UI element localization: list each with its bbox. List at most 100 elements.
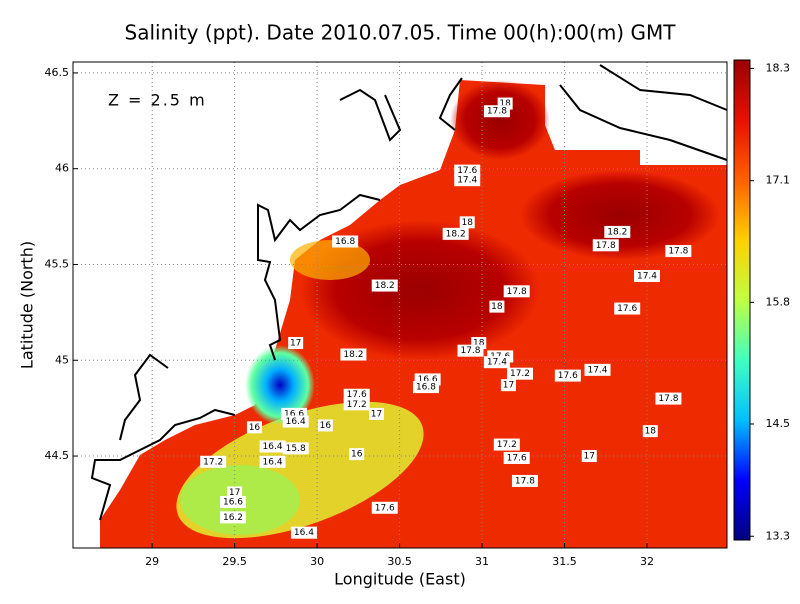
contour-label-box — [483, 105, 510, 118]
contour-label-box — [371, 501, 398, 514]
contour-label: 17.2 — [347, 400, 367, 410]
contour-label: 16.6 — [418, 375, 438, 385]
y-tick-label: 45.5 — [45, 257, 70, 270]
contour-label-box — [349, 448, 365, 461]
contour-label-box — [604, 225, 631, 238]
contour-label: 17.4 — [487, 358, 507, 368]
y-tick-label: 46.5 — [45, 66, 70, 79]
colorbar-tick-label: 13.3 — [766, 529, 791, 542]
x-tick-label: 32 — [640, 555, 654, 568]
low-salinity — [245, 345, 315, 425]
contour-label-box — [459, 216, 475, 229]
contour-label: 17.4 — [637, 271, 657, 281]
x-tick-label: 30 — [310, 555, 324, 568]
contour-label-box — [454, 164, 481, 177]
contour-label-box — [489, 300, 505, 313]
contour-label: 17 — [371, 409, 382, 419]
contour-label: 16 — [351, 450, 363, 460]
contour-label: 16.8 — [335, 237, 355, 247]
contour-label: 17 — [290, 339, 301, 349]
contour-label-box — [290, 526, 317, 539]
contour-label-box — [219, 496, 246, 509]
contour-label: 17.6 — [347, 390, 367, 400]
contour-label: 16.6 — [223, 498, 243, 508]
x-tick-label: 31 — [475, 555, 489, 568]
contour-label: 17.6 — [558, 371, 578, 381]
x-axis-label: Longitude (East) — [334, 570, 466, 589]
contour-label-box — [219, 511, 246, 524]
contour-label: 17.8 — [507, 287, 527, 297]
contour-label: 17.8 — [596, 241, 616, 251]
contour-label-box — [503, 451, 530, 464]
contour-label: 17.2 — [497, 440, 517, 450]
contour-label-box — [368, 407, 384, 420]
contour-label: 17 — [503, 381, 514, 391]
contour-label: 17.8 — [668, 247, 688, 257]
contour-label-box — [412, 381, 439, 394]
contour-label-box — [332, 235, 359, 248]
contour-label-box — [493, 438, 520, 451]
contour-label-box — [614, 302, 641, 315]
contour-label: 18 — [461, 218, 473, 228]
contour-label-box — [442, 227, 469, 240]
coastline — [90, 64, 728, 521]
contour-label: 17.2 — [203, 457, 223, 467]
contour-label: 16.4 — [294, 528, 314, 538]
y-tick-label: 45 — [55, 353, 69, 366]
contour-label-box — [584, 363, 611, 376]
contour-label: 17 — [584, 452, 595, 462]
contour-label-box — [642, 425, 658, 438]
y-tick-label: 44.5 — [45, 449, 70, 462]
contour-label: 17.6 — [457, 166, 477, 176]
contour-label-box — [554, 369, 581, 382]
contour-label-box — [343, 398, 370, 411]
contour-label: 16.4 — [263, 457, 283, 467]
x-tick-label: 31.5 — [552, 555, 577, 568]
contour-label: 18 — [499, 99, 511, 109]
high-salinity — [450, 80, 550, 160]
contour-label: 17.8 — [515, 476, 535, 486]
contour-label: 17.6 — [617, 304, 637, 314]
contour-label: 18.2 — [343, 350, 363, 360]
contour-label: 16 — [249, 423, 261, 433]
contour-label-box — [259, 455, 286, 468]
contour-label-box — [511, 474, 538, 487]
depth-annotation: Z = 2.5 m — [108, 91, 207, 110]
y-tick-label: 46 — [55, 162, 69, 175]
contour-label-box — [282, 415, 309, 428]
x-tick-label: 29.5 — [222, 555, 247, 568]
contour-label: 17.6 — [375, 503, 395, 513]
contour-label-box — [503, 285, 530, 298]
colorbar — [733, 59, 751, 541]
contour-label-box — [592, 239, 619, 252]
axes: 29 29.5 30 30.5 31 31.5 32 44.5 45 45.5 46 46.5 13.3… — [45, 61, 791, 568]
contour-label-box — [259, 440, 286, 453]
contour-label: 16.4 — [263, 442, 283, 452]
contour-label-box — [343, 388, 370, 401]
contour-label-box — [282, 442, 309, 455]
contour-label: 16.6 — [284, 409, 304, 419]
contour-label: 16.4 — [286, 417, 306, 427]
contour-label-box — [340, 348, 367, 361]
contour-label: 17.8 — [460, 346, 480, 356]
contour-label: 18.2 — [607, 227, 627, 237]
contour-label: 18.2 — [375, 281, 395, 291]
y-axis-label: Latitude (North) — [18, 241, 37, 369]
x-tick-label: 30.5 — [387, 555, 412, 568]
contour-label-box — [227, 486, 243, 499]
contour-label-box — [246, 421, 262, 434]
colorbar-tick-label: 15.8 — [766, 295, 791, 308]
contour-label: 18 — [491, 302, 503, 312]
coastal-band — [290, 240, 370, 280]
high-salinity — [520, 170, 720, 260]
contour-label-box — [317, 419, 333, 432]
contour-label-box — [200, 455, 227, 468]
contour-label: 18 — [645, 427, 657, 437]
contour-label-box — [371, 279, 398, 292]
colorbar-tick-label: 14.5 — [766, 417, 791, 430]
contour-label-box — [454, 174, 481, 187]
grid — [73, 62, 727, 548]
contour-label-box — [288, 337, 304, 350]
contour-label: 18 — [473, 339, 485, 349]
